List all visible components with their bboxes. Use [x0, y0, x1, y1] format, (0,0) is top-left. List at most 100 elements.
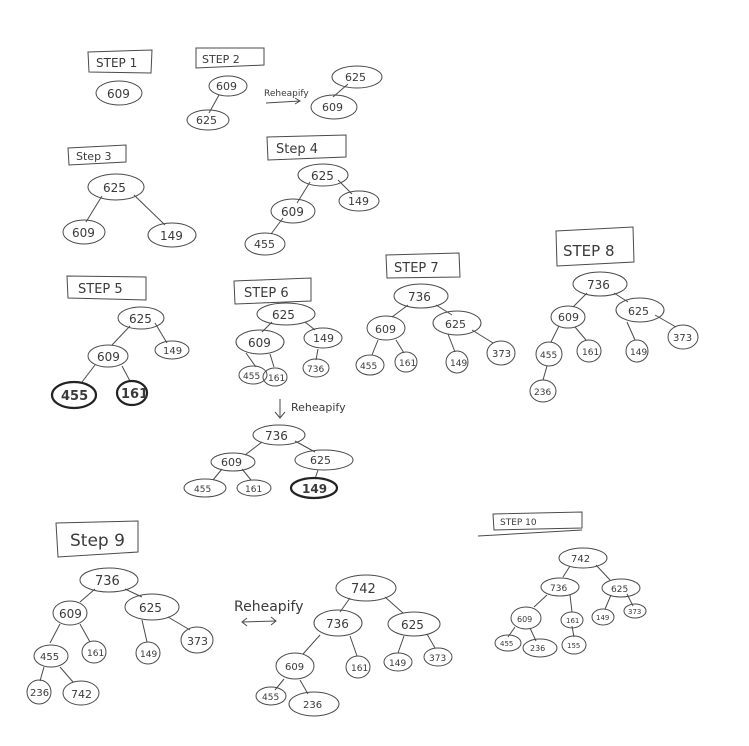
- tree-edge: [167, 616, 191, 631]
- tree-node: [345, 655, 371, 679]
- node-value: 736: [408, 290, 431, 304]
- step-6-label: STEP 6: [244, 286, 289, 301]
- node-value: 149: [348, 195, 369, 208]
- node-value: 625: [139, 601, 162, 615]
- node-value: 149: [160, 229, 183, 243]
- node-value: 161: [351, 664, 368, 674]
- tree-node: [394, 351, 418, 373]
- tree-edge: [39, 666, 45, 682]
- node-value: 155: [567, 642, 580, 650]
- tree-edge: [435, 304, 453, 316]
- step-2-label-box: [195, 47, 265, 69]
- step-4-group: Step 4 625 609 149 455: [244, 134, 380, 256]
- tree-node: [486, 340, 516, 366]
- tree-node: [601, 578, 641, 598]
- node-value: 625: [129, 312, 152, 326]
- tree-edge: [299, 679, 309, 695]
- step-3-group: Step 3 625 609 149: [62, 144, 197, 248]
- tree-node: [558, 547, 608, 569]
- tree-node: [615, 297, 665, 323]
- tree-node: [62, 219, 106, 245]
- tree-edge: [349, 635, 358, 657]
- tree-node: [33, 644, 69, 668]
- step-9-group: Step 9 736 609 625 455 161 149 373 236 7…: [26, 520, 453, 717]
- node-value: 625: [628, 305, 649, 318]
- step-3-label: Step 3: [76, 150, 112, 163]
- step-2-label: STEP 2: [202, 53, 240, 66]
- tree-node: [338, 190, 380, 212]
- node-value: 736: [587, 278, 610, 292]
- tree-node: [124, 593, 180, 621]
- tree-node: [383, 652, 413, 672]
- node-value: 161: [582, 348, 599, 358]
- tree-edge: [569, 594, 573, 613]
- tree-edge: [542, 365, 548, 381]
- tree-edge: [626, 321, 636, 341]
- tree-edge: [371, 339, 379, 356]
- step-3-label-box: [67, 144, 127, 166]
- node-value: 161: [121, 387, 148, 402]
- node-value: 455: [262, 693, 279, 703]
- node-value: 149: [163, 346, 182, 357]
- tree-node: [117, 306, 165, 330]
- tree-edge: [426, 633, 436, 649]
- tree-node: [667, 324, 699, 350]
- step-5-group: STEP 5 625 609 149 455 161: [50, 275, 190, 410]
- node-value: 161: [245, 485, 262, 495]
- step-8-label: STEP 8: [563, 242, 615, 260]
- tree-node: [387, 611, 441, 637]
- node-value: 455: [243, 372, 260, 382]
- node-value: 742: [571, 554, 590, 565]
- tree-node: [255, 686, 287, 706]
- node-value: 455: [500, 640, 513, 648]
- node-value: 609: [97, 350, 120, 364]
- step-10-label: STEP 10: [500, 518, 537, 528]
- tree-node: [289, 476, 339, 500]
- step-10-label-box: [492, 511, 583, 531]
- step-7-label: STEP 7: [394, 261, 439, 276]
- node-value: 161: [87, 649, 104, 659]
- tree-node: [135, 641, 161, 665]
- tree-edge: [59, 666, 74, 683]
- node-value: 373: [492, 349, 511, 360]
- tree-node: [79, 567, 139, 593]
- tree-node: [235, 329, 285, 355]
- tree-edge: [49, 623, 61, 644]
- tree-node: [81, 640, 107, 664]
- tree-node: [560, 611, 584, 629]
- tree-node: [147, 222, 197, 248]
- tree-edge: [212, 468, 223, 481]
- tree-node: [366, 315, 406, 341]
- node-value: 455: [40, 652, 59, 663]
- tree-node: [591, 608, 615, 626]
- node-value: 149: [302, 482, 327, 496]
- tree-node: [623, 603, 647, 619]
- tree-edge: [244, 441, 263, 456]
- node-value: 161: [399, 359, 416, 369]
- tree-edge: [574, 326, 587, 341]
- tree-node: [154, 340, 190, 360]
- node-value: 373: [429, 654, 446, 664]
- node-value: 149: [140, 650, 157, 660]
- step-7-label-box: [385, 252, 461, 279]
- node-value: 736: [265, 429, 288, 443]
- node-value: 736: [307, 365, 324, 375]
- tree-node: [572, 271, 628, 297]
- node-value: 625: [196, 114, 217, 127]
- reheapify-arrow: [241, 620, 277, 623]
- tree-edge: [529, 627, 537, 642]
- tree-edge: [270, 217, 284, 235]
- node-value: 455: [254, 238, 275, 251]
- tree-node: [297, 163, 349, 187]
- tree-edge: [471, 329, 494, 344]
- tree-node: [510, 606, 542, 630]
- tree-node: [87, 173, 145, 201]
- node-value: 736: [95, 574, 120, 589]
- step-6-label-box: [233, 277, 312, 305]
- arrow-head: [294, 97, 301, 105]
- tree-node: [236, 479, 272, 497]
- step-8-group: STEP 8 736 609 625 455 161 149 373 236: [529, 226, 699, 403]
- tree-edge: [604, 594, 612, 610]
- node-value: 236: [303, 700, 322, 711]
